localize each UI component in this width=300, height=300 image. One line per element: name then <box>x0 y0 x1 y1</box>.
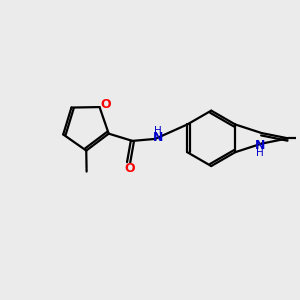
Text: H: H <box>256 148 264 158</box>
Text: N: N <box>255 140 265 152</box>
Text: H: H <box>154 126 162 136</box>
Text: N: N <box>153 131 163 144</box>
Text: O: O <box>101 98 111 111</box>
Text: O: O <box>124 162 135 176</box>
